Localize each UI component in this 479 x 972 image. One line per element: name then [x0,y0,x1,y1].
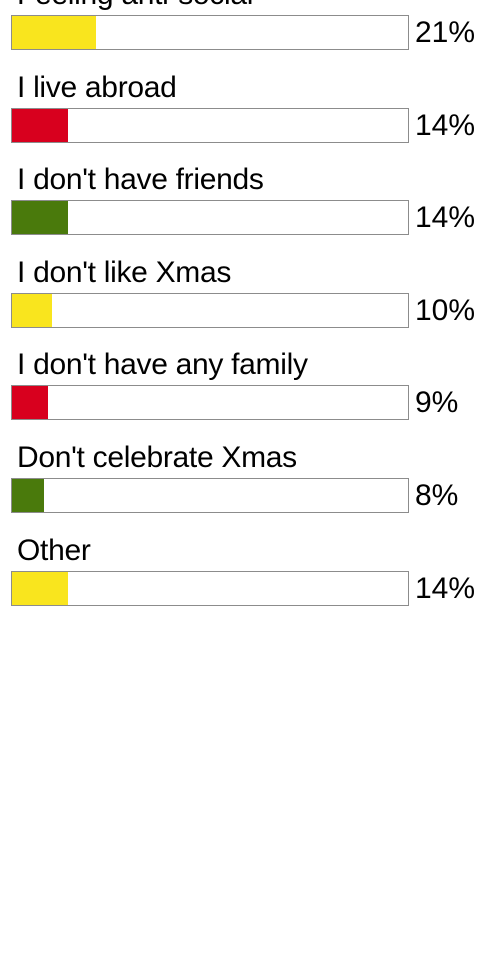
poll-bar-track [11,292,409,328]
poll-option-row: Don't celebrate Xmas 8% [0,441,479,533]
poll-bar-track [11,15,409,50]
poll-option-label: Other [17,533,91,567]
poll-percentage-label: 14% [415,201,476,235]
poll-bar-track [11,200,409,236]
poll-option-row: I don't like Xmas 10% [0,256,479,348]
poll-bar-fill [12,571,68,605]
poll-option-label: I don't like Xmas [17,255,232,289]
poll-option-label: I don't have any family [17,348,308,382]
poll-bar-fill [12,108,68,142]
poll-option-row: Other 14% [0,534,479,626]
poll-bar-track [11,107,409,143]
poll-percentage-label: 14% [415,108,476,142]
poll-bar-track [11,570,409,606]
poll-percentage-label: 9% [415,386,459,420]
poll-bar-fill [12,201,68,235]
poll-percentage-label: 14% [415,571,476,605]
poll-bar-fill [12,386,48,420]
poll-bar-fill [12,16,96,49]
poll-bar-track [11,478,409,513]
poll-option-label: I live abroad [17,70,177,104]
poll-option-label: I don't have friends [17,163,264,197]
poll-percentage-label: 21% [415,16,476,49]
poll-option-row: Feeling anti-social 21% [0,0,479,70]
poll-bar-track [11,385,409,421]
poll-percentage-label: 8% [415,479,459,512]
poll-option-row: I live abroad 14% [0,71,479,163]
poll-option-row: I don't have friends 14% [0,163,479,255]
poll-option-row: I don't have any family 9% [0,348,479,440]
poll-bar-fill [12,479,44,512]
poll-percentage-label: 10% [415,293,476,327]
poll-bar-fill [12,293,52,327]
poll-option-label: Don't celebrate Xmas [17,441,297,474]
poll-option-label: Feeling anti-social [17,0,253,12]
